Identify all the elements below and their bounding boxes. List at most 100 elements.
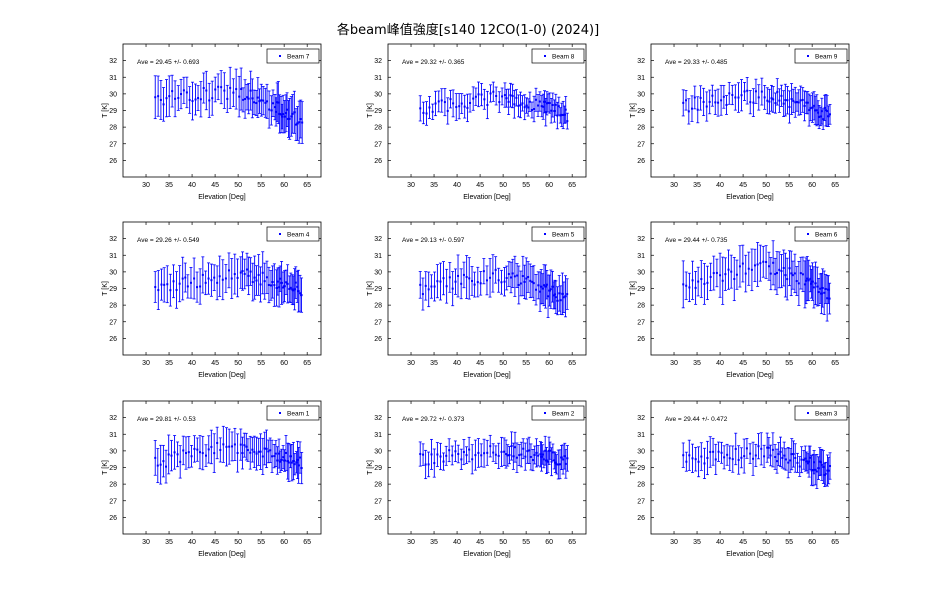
- data-point: [486, 451, 489, 454]
- data-point: [805, 101, 808, 104]
- data-point: [691, 279, 694, 282]
- panel-beam-7: 30 35 40 45 50 55 60 65 26 27 28 29 30 31 32 Elevation …: [102, 43, 322, 201]
- data-point: [774, 273, 777, 276]
- annotation-ave: Ave = 29.33 +/- 0.485: [665, 59, 728, 66]
- data-point: [822, 466, 825, 469]
- x-tick-label: 65: [303, 360, 311, 367]
- data-point: [529, 455, 532, 458]
- data-point: [814, 109, 817, 112]
- data-point: [540, 105, 543, 108]
- y-tick-label: 28: [637, 482, 645, 489]
- data-point: [760, 90, 763, 93]
- data-point: [547, 101, 550, 104]
- data-point: [290, 115, 293, 118]
- data-point: [454, 450, 457, 453]
- data-point: [273, 106, 276, 109]
- data-point: [745, 447, 748, 450]
- data-point: [775, 460, 778, 463]
- data-point: [700, 278, 703, 281]
- data-point: [559, 299, 562, 302]
- y-tick-label: 27: [637, 141, 645, 148]
- data-point: [198, 451, 201, 454]
- data-point: [165, 97, 168, 100]
- y-tick-label: 32: [109, 58, 117, 65]
- data-point: [554, 461, 557, 464]
- data-point: [539, 453, 542, 456]
- x-tick-label: 40: [453, 182, 461, 189]
- data-point: [199, 98, 202, 101]
- legend-box: [266, 48, 320, 64]
- data-point: [542, 105, 545, 108]
- data-point: [792, 453, 795, 456]
- data-point: [301, 121, 304, 124]
- data-point: [210, 445, 213, 448]
- data-point: [809, 456, 812, 459]
- y-tick-label: 30: [109, 448, 117, 455]
- y-tick-label: 29: [374, 108, 382, 115]
- legend-box: [794, 405, 848, 421]
- data-point: [525, 104, 528, 107]
- data-point: [208, 99, 211, 102]
- data-point: [299, 292, 302, 295]
- data-point: [524, 455, 527, 458]
- data-point: [540, 455, 543, 458]
- x-tick-label: 40: [453, 360, 461, 367]
- x-tick-label: 65: [831, 360, 839, 367]
- data-point: [175, 288, 178, 291]
- x-tick-label: 35: [430, 539, 438, 546]
- data-point: [273, 455, 276, 458]
- data-point: [218, 275, 221, 278]
- data-point: [705, 105, 708, 108]
- data-point: [752, 457, 755, 460]
- y-tick-label: 30: [109, 269, 117, 276]
- data-point: [783, 454, 786, 457]
- data-point: [754, 454, 757, 457]
- data-point: [685, 284, 688, 287]
- data-point: [249, 270, 252, 273]
- data-point: [740, 94, 743, 97]
- data-point: [766, 446, 769, 449]
- data-point: [803, 283, 806, 286]
- data-point: [249, 451, 252, 454]
- data-point: [486, 103, 489, 106]
- data-point: [194, 98, 197, 101]
- data-point: [277, 101, 280, 104]
- data-point: [207, 448, 210, 451]
- y-tick-label: 26: [637, 515, 645, 522]
- data-point: [472, 97, 475, 100]
- data-point: [750, 268, 753, 271]
- data-point: [157, 289, 160, 292]
- data-point: [283, 115, 286, 118]
- data-point: [793, 272, 796, 275]
- data-point: [740, 456, 743, 459]
- data-point: [279, 460, 282, 463]
- data-point: [545, 283, 548, 286]
- x-tick-label: 50: [762, 360, 770, 367]
- x-axis-label: Elevation [Deg]: [198, 372, 246, 379]
- data-point: [528, 100, 531, 103]
- data-point: [521, 102, 524, 105]
- y-tick-label: 32: [637, 58, 645, 65]
- data-point: [788, 105, 791, 108]
- data-point: [735, 273, 738, 276]
- y-tick-label: 30: [109, 91, 117, 98]
- data-point: [562, 114, 565, 117]
- data-point: [511, 272, 514, 275]
- x-tick-label: 65: [568, 539, 576, 546]
- data-point: [744, 272, 747, 275]
- data-point: [255, 279, 258, 282]
- legend-box: [531, 48, 585, 64]
- x-tick-label: 45: [476, 539, 484, 546]
- data-point: [259, 283, 262, 286]
- data-point: [823, 291, 826, 294]
- data-point: [551, 104, 554, 107]
- data-point: [436, 280, 439, 283]
- data-point: [505, 276, 508, 279]
- data-point: [828, 297, 831, 300]
- data-point: [777, 453, 780, 456]
- y-tick-label: 26: [109, 515, 117, 522]
- data-point: [756, 263, 759, 266]
- panel-beam-9: 30 35 40 45 50 55 60 65 26 27 28 29 30 31 32 Elevation …: [630, 43, 850, 201]
- x-tick-label: 40: [716, 182, 724, 189]
- data-point: [293, 111, 296, 114]
